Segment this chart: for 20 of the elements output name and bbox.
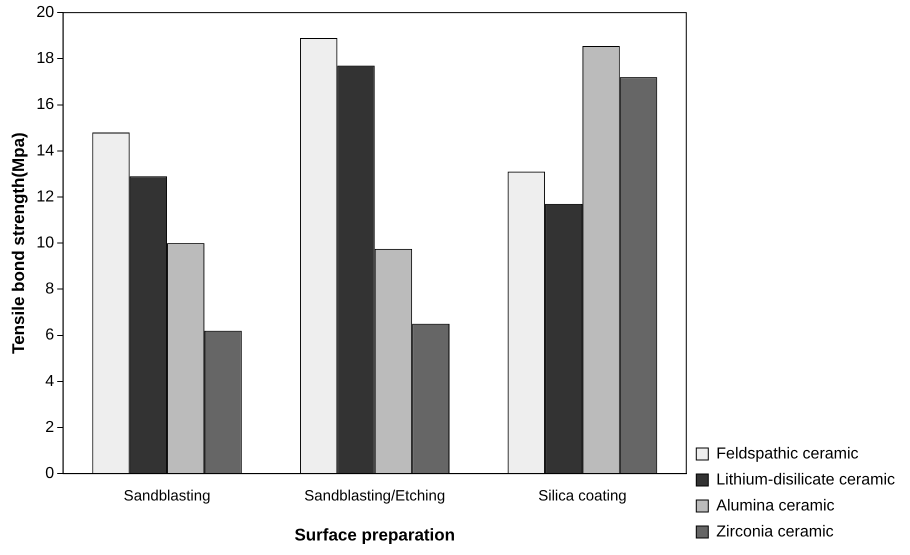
y-tick-label: 6: [45, 326, 54, 344]
legend-label: Alumina ceramic: [716, 497, 835, 514]
x-tick-label: Sandblasting: [124, 488, 210, 505]
y-tick-label: 4: [45, 372, 54, 390]
y-tick-label: 14: [36, 142, 54, 160]
y-tick-label: 16: [36, 96, 54, 114]
y-tick-label: 0: [45, 465, 54, 482]
y-tick-label: 20: [36, 4, 54, 22]
legend-label: Lithium-disilicate ceramic: [716, 471, 895, 488]
x-tick-label: Silica coating: [538, 488, 627, 505]
x-axis-title: Surface preparation: [294, 525, 456, 544]
legend-label: Feldspathic ceramic: [716, 445, 859, 462]
y-tick-label: 8: [45, 280, 54, 298]
y-tick-label: 18: [36, 50, 54, 68]
y-tick-label: 10: [36, 234, 54, 252]
y-tick-label: 12: [36, 188, 54, 206]
x-tick-label: Sandblasting/Etching: [304, 488, 446, 505]
legend-label: Zirconia ceramic: [716, 523, 834, 540]
y-tick-label: 2: [45, 418, 54, 436]
y-axis-title: Tensile bond strength(Mpa): [8, 132, 28, 354]
